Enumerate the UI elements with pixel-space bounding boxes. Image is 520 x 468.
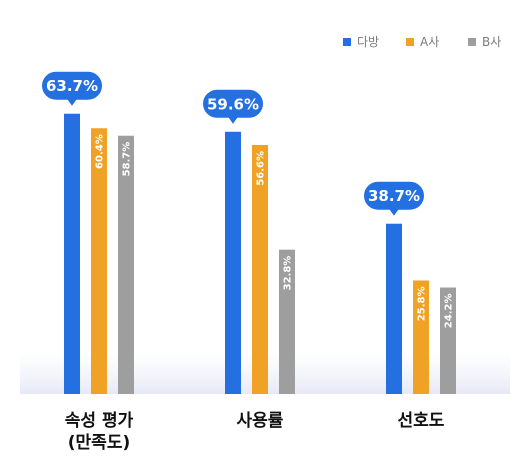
legend: 다방 A사 B사 [343, 35, 501, 49]
bar-value-label: 24.2% [444, 294, 455, 329]
value-bubble: 38.7% [364, 181, 424, 216]
legend-label: A사 [420, 35, 439, 49]
legend-label: B사 [482, 35, 501, 49]
value-bubble: 59.6% [203, 89, 263, 124]
category-label: 속성 평가 (만족도) [65, 411, 134, 453]
bar-value-label: 60.4% [95, 134, 106, 169]
bar-value-label: 32.8% [283, 256, 294, 291]
highlight-bubbles: 63.7% 59.6% 38.7% [42, 71, 424, 216]
bar [440, 287, 456, 394]
bubble-value-label: 63.7% [46, 77, 98, 95]
bar-value-label: 58.7% [122, 142, 133, 177]
bubble-pointer [389, 208, 399, 216]
bar [64, 113, 80, 394]
legend-item: B사 [468, 35, 501, 49]
category-label: 사용률 [237, 411, 284, 431]
legend-swatch [468, 38, 476, 46]
legend-item: 다방 [343, 35, 379, 49]
bubble-value-label: 38.7% [368, 187, 420, 205]
bubble-background [42, 71, 102, 100]
bar-value-label: 56.6% [256, 151, 267, 186]
legend-label: 다방 [357, 35, 379, 49]
bar [279, 249, 295, 394]
bubble-value-label: 59.6% [207, 95, 259, 113]
legend-swatch [343, 38, 351, 46]
bar [413, 280, 429, 394]
bubble-pointer [228, 116, 238, 124]
bar [225, 131, 241, 394]
bars: 60.4% 58.7% 56.6% 32.8% 25.8% 24.2% [64, 113, 456, 395]
bar [118, 135, 134, 394]
category-label: 선호도 [398, 411, 445, 431]
legend-swatch [406, 38, 414, 46]
bubble-background [203, 89, 263, 118]
legend-item: A사 [406, 35, 439, 49]
value-bubble: 63.7% [42, 71, 102, 106]
bar [91, 128, 107, 395]
category-labels: 속성 평가 (만족도) 사용률 선호도 [65, 411, 445, 453]
bubble-background [364, 181, 424, 210]
bar-value-label: 25.8% [417, 286, 428, 321]
bar [386, 223, 402, 394]
bar [252, 144, 268, 394]
bubble-pointer [67, 98, 77, 106]
